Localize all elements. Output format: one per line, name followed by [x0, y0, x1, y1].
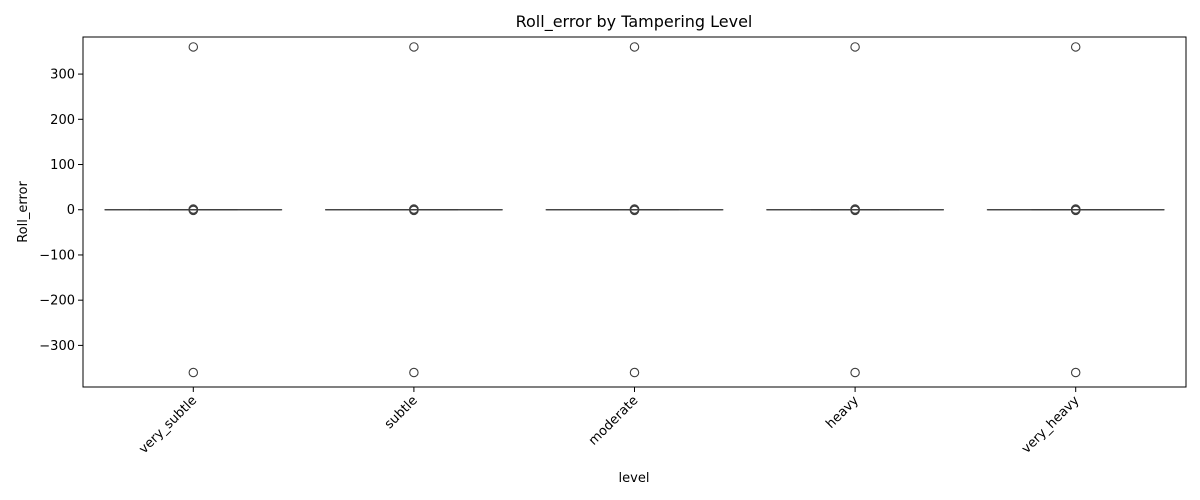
y-tick-label: 300	[50, 68, 75, 83]
outlier-point	[1070, 42, 1081, 52]
outlier-point	[1070, 205, 1081, 215]
y-tick-label: −300	[39, 339, 75, 354]
outlier-point	[1070, 367, 1081, 378]
y-tick-label: −100	[39, 248, 75, 263]
y-tick-label: 0	[67, 203, 75, 218]
x-tick-label: very_heavy	[1019, 393, 1083, 457]
x-tick-label: moderate	[586, 393, 641, 448]
x-tick-label: very_subtle	[136, 393, 200, 457]
outlier-point	[629, 42, 640, 52]
plot-area: −300 −200 −100 0 100 200 300 very_subtle subtle m…	[39, 42, 1165, 457]
outlier-point	[850, 367, 860, 378]
axes-frame	[82, 36, 1187, 388]
chart-title: Roll_error by Tampering Level	[516, 12, 753, 32]
outlier-point	[188, 205, 199, 215]
y-axis-label: Roll_error	[16, 181, 31, 243]
x-axis-label: level	[619, 471, 650, 486]
outlier-point	[850, 42, 860, 52]
outlier-point	[629, 367, 640, 378]
outlier-point	[409, 205, 419, 215]
outlier-point	[188, 367, 199, 378]
outlier-point	[629, 205, 640, 215]
outlier-point	[409, 42, 419, 52]
y-tick-label: 200	[50, 113, 75, 128]
outlier-point	[188, 42, 199, 52]
y-tick-label: 100	[50, 158, 75, 173]
x-tick-label: heavy	[823, 393, 862, 432]
outlier-point	[409, 367, 419, 378]
outlier-point	[850, 205, 860, 215]
y-tick-label: −200	[39, 294, 75, 309]
x-tick-label: subtle	[382, 393, 421, 432]
